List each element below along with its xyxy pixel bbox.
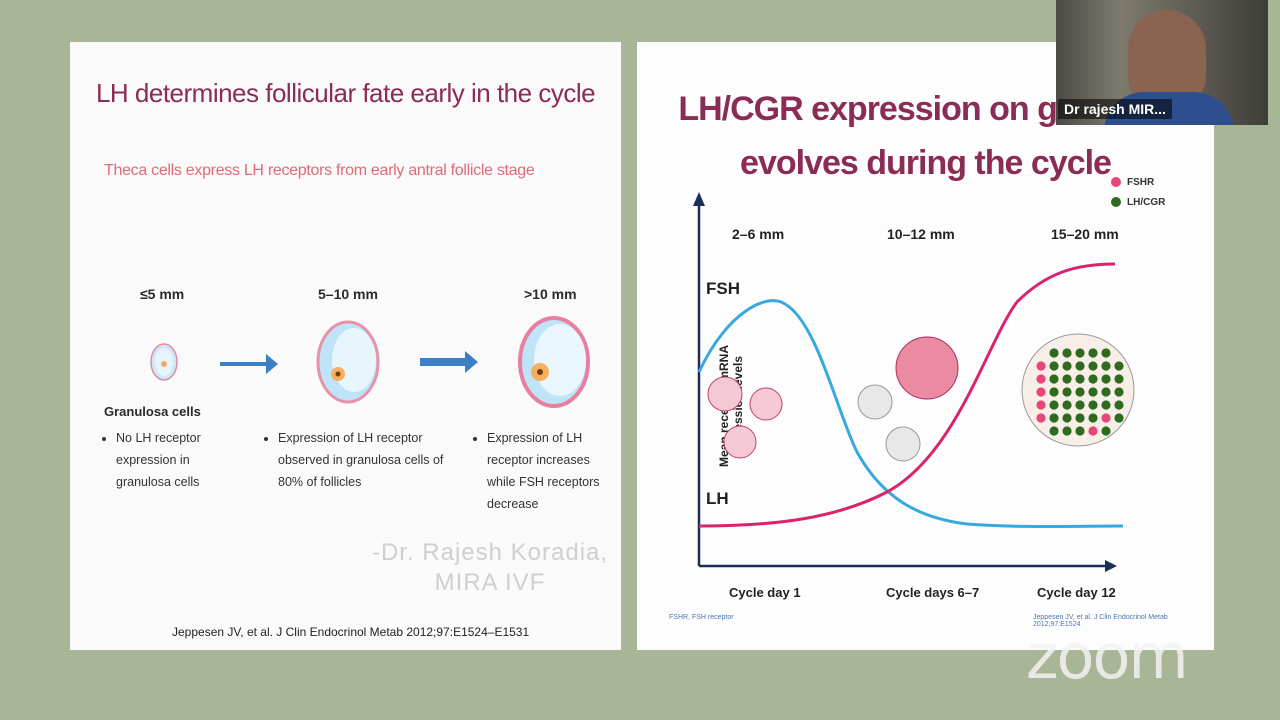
receptor-dot <box>1036 374 1046 384</box>
legend-item-fshr: FSHR <box>1111 172 1165 192</box>
y-axis-arrow-icon <box>693 192 705 206</box>
expression-chart <box>693 192 1135 572</box>
lh-curve-label: LH <box>706 489 729 508</box>
watermark: -Dr. Rajesh Koradia, MIRA IVF <box>360 538 620 598</box>
receptor-dot <box>1075 374 1085 384</box>
participant-video[interactable]: Dr rajesh MIR... <box>1056 0 1268 125</box>
stage-label-2: 10–12 mm <box>887 226 955 242</box>
receptor-dot <box>1036 413 1046 423</box>
receptor-dot <box>1101 400 1111 410</box>
receptor-dot <box>1049 413 1059 423</box>
receptor-dot <box>1049 400 1059 410</box>
x-axis-arrow-icon <box>1105 560 1117 572</box>
receptor-dot <box>1036 361 1046 371</box>
lhcgr-dots <box>1036 348 1124 436</box>
stage-size-3: >10 mm <box>524 286 577 302</box>
receptor-dot <box>1075 426 1085 436</box>
receptor-dot <box>1075 361 1085 371</box>
stage-label-3: 15–20 mm <box>1051 226 1119 242</box>
receptor-dot <box>1062 348 1072 358</box>
receptor-dot <box>1075 348 1085 358</box>
legend-item-lhcgr: LH/CGR <box>1111 192 1165 212</box>
receptor-dot <box>1075 413 1085 423</box>
watermark-line-2: MIRA IVF <box>434 569 546 596</box>
right-slide: LH/CGR expression on granulos evolves du… <box>637 42 1214 650</box>
follicle-medium <box>316 320 380 404</box>
receptor-dot <box>1036 400 1046 410</box>
follicle-large <box>518 316 590 408</box>
receptor-dot <box>1101 413 1111 423</box>
zoom-logo: zoom <box>1026 620 1189 693</box>
follicle-small <box>150 343 178 381</box>
stage-label-1: 2–6 mm <box>732 226 785 242</box>
receptor-dot <box>1114 374 1124 384</box>
left-slide: LH determines follicular fate early in t… <box>70 42 621 650</box>
receptor-dot <box>1049 361 1059 371</box>
receptor-dot <box>1088 348 1098 358</box>
follicle-cluster-mid <box>857 336 959 462</box>
x-label-day-12: Cycle day 12 <box>1037 585 1116 600</box>
receptor-dot <box>1062 426 1072 436</box>
left-slide-title: LH determines follicular fate early in t… <box>95 78 596 108</box>
follicle-diagram <box>150 316 590 408</box>
receptor-dot <box>1062 374 1072 384</box>
legend-label-fshr: FSHR <box>1127 176 1155 188</box>
receptor-dot <box>1062 413 1072 423</box>
arrow-icon <box>220 354 278 374</box>
stage-1-bullet: No LH receptor expression in granulosa c… <box>116 427 212 493</box>
left-slide-subtitle: Theca cells express LH receptors from ea… <box>104 162 535 179</box>
receptor-dot <box>1049 426 1059 436</box>
stage-2-bullet: Expression of LH receptor observed in gr… <box>278 427 444 493</box>
x-label-day-6-7: Cycle days 6–7 <box>886 585 980 600</box>
receptor-dot <box>1101 374 1111 384</box>
receptor-dot <box>1062 387 1072 397</box>
receptor-dot <box>1101 387 1111 397</box>
receptor-dot <box>1088 374 1098 384</box>
participant-face <box>1128 10 1206 106</box>
receptor-dot <box>1114 361 1124 371</box>
footnote: FSHR, FSH receptor <box>669 614 734 621</box>
receptor-dot <box>1088 387 1098 397</box>
follicle-cluster-small <box>707 376 783 459</box>
lhcgr-dot-icon <box>1111 197 1121 207</box>
stage-3-bullet: Expression of LH receptor increases whil… <box>487 427 621 515</box>
receptor-dot <box>1114 387 1124 397</box>
receptor-dot <box>1075 387 1085 397</box>
x-label-day-1: Cycle day 1 <box>729 585 801 600</box>
stage-size-1: ≤5 mm <box>140 286 185 302</box>
fsh-curve-label: FSH <box>706 279 740 298</box>
receptor-dot <box>1114 413 1124 423</box>
participant-name: Dr rajesh MIR... <box>1058 99 1172 119</box>
watermark-line-1: -Dr. Rajesh Koradia, <box>371 539 609 566</box>
stage-size-2: 5–10 mm <box>318 286 378 302</box>
receptor-dot <box>1088 426 1098 436</box>
receptor-dot <box>1114 400 1124 410</box>
stage-2-note: Expression of LH receptor observed in gr… <box>264 427 444 493</box>
receptor-dot <box>1101 348 1111 358</box>
receptor-dot <box>1049 374 1059 384</box>
fshr-dot-icon <box>1111 177 1121 187</box>
legend: FSHR LH/CGR <box>1111 172 1165 212</box>
stage-1-note: No LH receptor expression in granulosa c… <box>102 427 212 493</box>
stage-3-note: Expression of LH receptor increases whil… <box>473 427 621 515</box>
receptor-dot <box>1088 400 1098 410</box>
receptor-dot <box>1049 348 1059 358</box>
citation: Jeppesen JV, et al. J Clin Endocrinol Me… <box>172 625 530 639</box>
receptor-dot <box>1088 413 1098 423</box>
receptor-dot <box>1036 387 1046 397</box>
receptor-dot <box>1062 361 1072 371</box>
receptor-dot <box>1075 400 1085 410</box>
receptor-dot <box>1101 426 1111 436</box>
lh-curve <box>698 262 1116 528</box>
right-slide-title-line-2: evolves during the cycle <box>740 144 1112 182</box>
receptor-dot <box>1049 387 1059 397</box>
receptor-dot <box>1088 361 1098 371</box>
right-citation: Jeppesen JV, et al. J Clin Endocrinol Me… <box>1033 614 1168 628</box>
legend-label-lhcgr: LH/CGR <box>1127 196 1166 208</box>
granulosa-label: Granulosa cells <box>104 404 201 419</box>
arrow-icon <box>420 351 478 373</box>
fsh-curve <box>697 299 1124 528</box>
receptor-dot <box>1062 400 1072 410</box>
receptor-dot <box>1101 361 1111 371</box>
